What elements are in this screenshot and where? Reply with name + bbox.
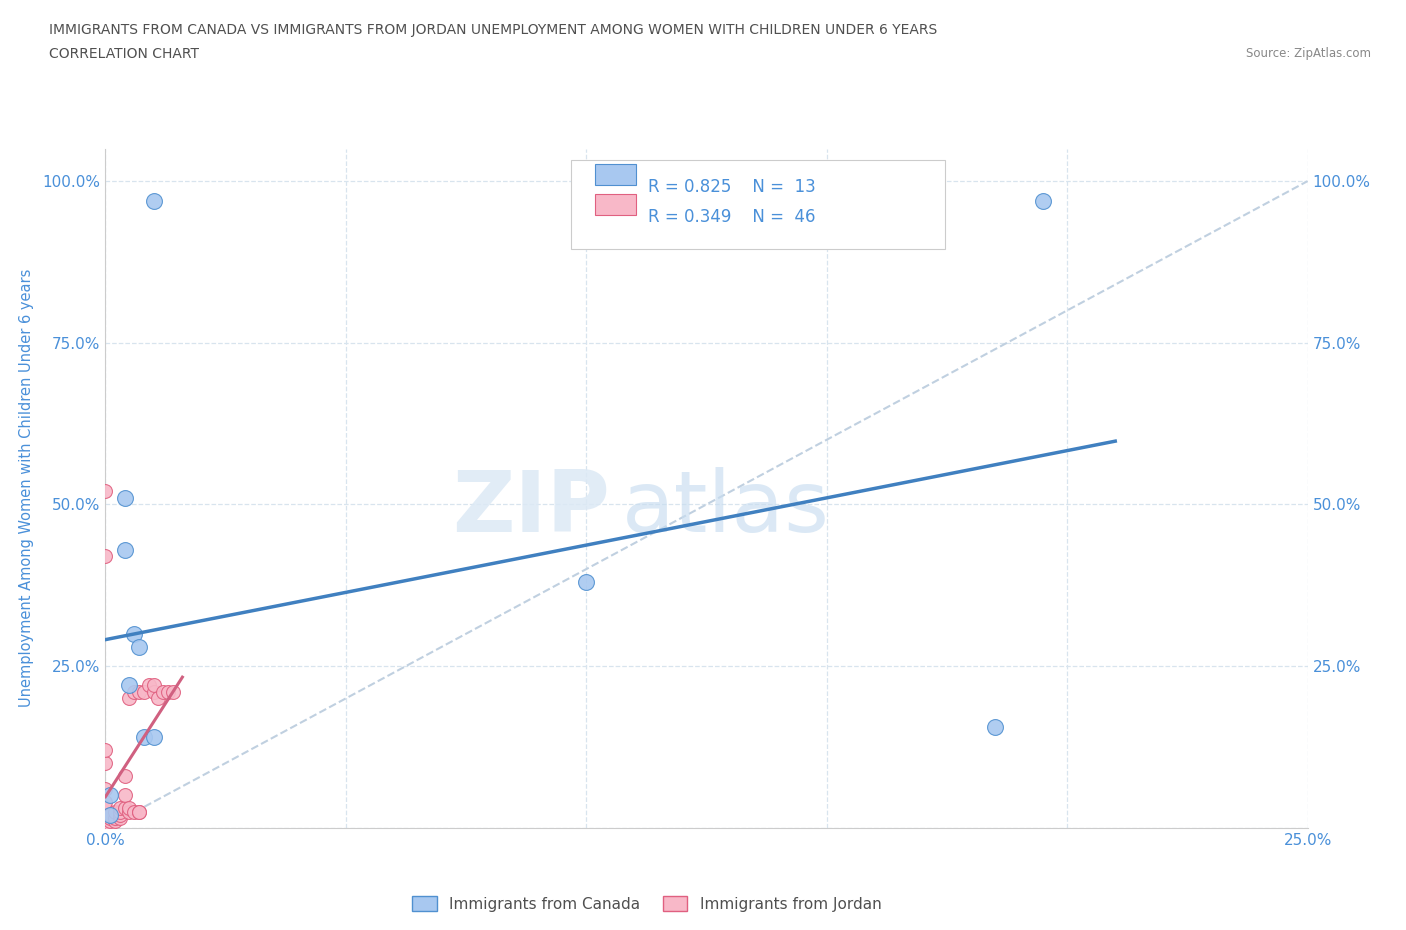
- Point: [118, 801, 141, 816]
- Point: [118, 804, 141, 819]
- Point: [1032, 193, 1054, 208]
- Point: [94, 807, 117, 822]
- Text: R = 0.349    N =  46: R = 0.349 N = 46: [648, 208, 815, 226]
- Point: [114, 788, 136, 803]
- Point: [114, 542, 136, 557]
- Point: [94, 801, 117, 816]
- Point: [94, 820, 117, 835]
- Point: [98, 814, 121, 829]
- Point: [108, 811, 131, 826]
- Point: [94, 811, 117, 826]
- Point: [128, 804, 150, 819]
- Point: [108, 807, 131, 822]
- Point: [142, 730, 165, 745]
- Text: Source: ZipAtlas.com: Source: ZipAtlas.com: [1246, 46, 1371, 60]
- Bar: [595, 165, 636, 185]
- Point: [118, 691, 141, 706]
- Text: IMMIGRANTS FROM CANADA VS IMMIGRANTS FROM JORDAN UNEMPLOYMENT AMONG WOMEN WITH C: IMMIGRANTS FROM CANADA VS IMMIGRANTS FRO…: [49, 23, 938, 37]
- Point: [98, 817, 121, 832]
- Bar: [595, 194, 636, 215]
- Point: [132, 684, 155, 699]
- Point: [98, 807, 121, 822]
- Point: [94, 549, 117, 564]
- Point: [94, 743, 117, 758]
- Text: CORRELATION CHART: CORRELATION CHART: [49, 46, 200, 60]
- Point: [148, 691, 170, 706]
- Point: [114, 801, 136, 816]
- Point: [98, 811, 121, 826]
- Point: [152, 684, 174, 699]
- Point: [118, 678, 141, 693]
- Point: [132, 730, 155, 745]
- Point: [114, 490, 136, 505]
- Point: [142, 684, 165, 699]
- Text: ZIP: ZIP: [453, 467, 610, 551]
- Point: [94, 804, 117, 819]
- Point: [94, 820, 117, 835]
- Point: [94, 817, 117, 832]
- Point: [575, 575, 598, 590]
- Point: [94, 755, 117, 770]
- Point: [984, 720, 1007, 735]
- Point: [138, 678, 160, 693]
- Point: [104, 811, 127, 826]
- Point: [108, 801, 131, 816]
- Point: [124, 626, 146, 641]
- Text: atlas: atlas: [623, 467, 831, 551]
- Point: [104, 814, 127, 829]
- Point: [128, 804, 150, 819]
- Point: [94, 781, 117, 796]
- Point: [104, 804, 127, 819]
- Y-axis label: Unemployment Among Women with Children Under 6 years: Unemployment Among Women with Children U…: [20, 269, 34, 708]
- Point: [128, 684, 150, 699]
- Point: [142, 193, 165, 208]
- Point: [114, 768, 136, 783]
- FancyBboxPatch shape: [571, 160, 945, 249]
- Point: [94, 484, 117, 498]
- Point: [128, 639, 150, 654]
- Point: [98, 807, 121, 822]
- Point: [156, 684, 179, 699]
- Point: [94, 794, 117, 809]
- Text: R = 0.825    N =  13: R = 0.825 N = 13: [648, 178, 815, 196]
- Point: [142, 678, 165, 693]
- Point: [94, 820, 117, 835]
- Legend: Immigrants from Canada, Immigrants from Jordan: Immigrants from Canada, Immigrants from …: [406, 889, 887, 918]
- Point: [94, 814, 117, 829]
- Point: [108, 804, 131, 819]
- Point: [162, 684, 184, 699]
- Point: [124, 684, 146, 699]
- Point: [98, 788, 121, 803]
- Point: [124, 804, 146, 819]
- Point: [94, 820, 117, 835]
